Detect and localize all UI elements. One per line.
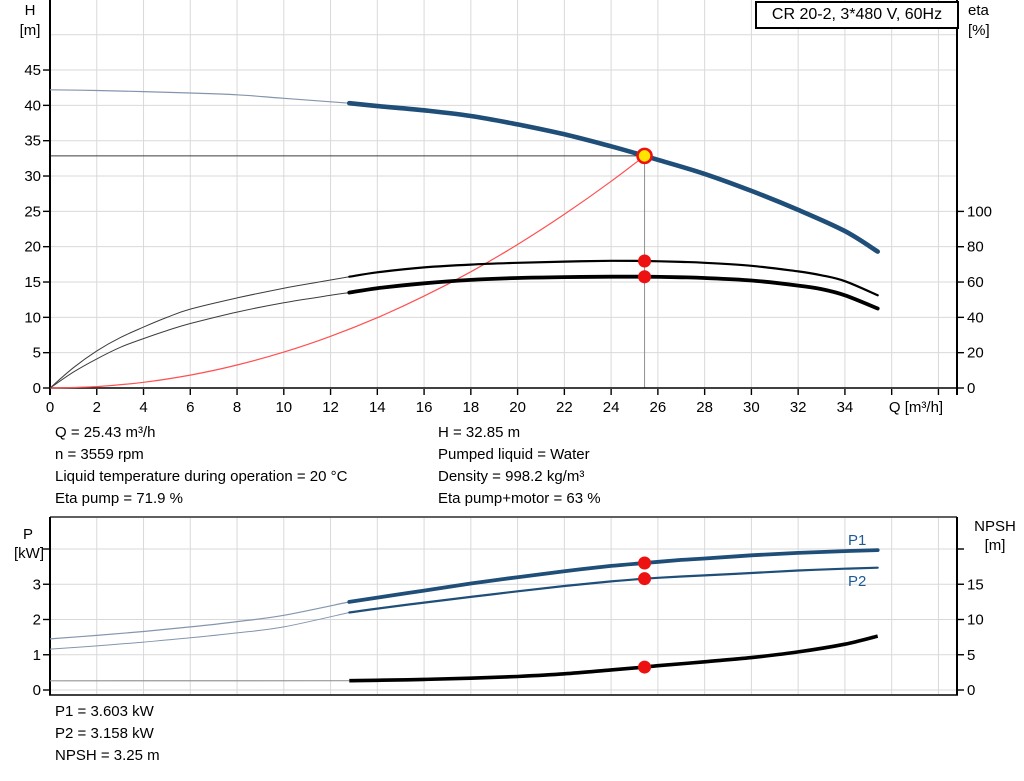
eta-tick-label: 40 [967, 309, 984, 326]
result-flow: Q = 25.43 m³/h [55, 424, 156, 441]
npsh-axis-unit: [m] [984, 537, 1006, 554]
top-x-tick-label: 22 [556, 399, 573, 416]
top-x-tick-label: 32 [790, 399, 807, 416]
pump_h-curve-thin [49, 89, 350, 104]
p2-curve [348, 566, 879, 614]
top-x-tick-label: 24 [603, 399, 620, 416]
top-x-tick-label: 28 [696, 399, 713, 416]
top-x-tick-label: 20 [509, 399, 526, 416]
p1-curve [347, 548, 880, 604]
top-x-tick-label: 30 [743, 399, 760, 416]
npsh-axis-title: NPSH [974, 518, 1016, 535]
h-tick-label: 20 [24, 239, 41, 256]
eta-pump-dot-marker [638, 254, 652, 268]
h-tick-label: 30 [24, 168, 41, 185]
system-curve [49, 155, 645, 389]
p2-dot-marker [638, 572, 652, 586]
top-x-tick-label: 8 [233, 399, 241, 416]
duty-point-marker [636, 147, 653, 165]
top-x-tick-label: 18 [462, 399, 479, 416]
p-axis-title: P [22, 526, 33, 543]
h-tick-label: 35 [24, 133, 41, 150]
p-tick-label: 0 [33, 682, 41, 699]
eta-tick-label: 60 [967, 274, 984, 291]
h-tick-label: 15 [24, 274, 41, 291]
eta_pump_motor-curve-thin [49, 292, 350, 389]
npsh-curve [349, 634, 879, 683]
eta-tick-label: 0 [967, 380, 975, 397]
result-eta-pump-motor: Eta pump+motor = 63 % [438, 490, 601, 507]
result-speed: n = 3559 rpm [55, 446, 144, 463]
top-x-tick-label: 12 [322, 399, 339, 416]
result-eta-pump: Eta pump = 71.9 % [55, 490, 183, 507]
eta-tick-label: 100 [967, 203, 992, 220]
top-x-tick-label: 26 [650, 399, 667, 416]
eta-axis-title: eta [968, 2, 989, 19]
top-x-tick-label: 14 [369, 399, 386, 416]
q-axis-label: Q [m³/h] [888, 399, 944, 416]
h-tick-label: 0 [33, 380, 41, 397]
pump_h-curve [347, 100, 880, 254]
top-x-tick-label: 0 [46, 399, 54, 416]
p1-curve-thin [49, 601, 350, 640]
top-x-tick-label: 16 [416, 399, 433, 416]
top-x-tick-label: 2 [93, 399, 101, 416]
h-axis-unit: [m] [19, 22, 41, 39]
p-axis-unit: [kW] [14, 545, 44, 562]
eta-pump-motor-dot-marker [638, 270, 652, 284]
h-tick-label: 40 [24, 97, 41, 114]
p2-curve-thin [49, 612, 350, 650]
npsh-dot-marker [638, 660, 652, 674]
p-tick-label: 2 [33, 612, 41, 629]
eta_pump-curve-thin [49, 276, 350, 389]
npsh-tick-label: 10 [967, 612, 984, 629]
result-p1: P1 = 3.603 kW [55, 703, 154, 720]
h-tick-label: 45 [24, 62, 41, 79]
p-tick-label: 1 [33, 647, 41, 664]
h-tick-label: 25 [24, 203, 41, 220]
p2-curve-label: P2 [848, 573, 867, 590]
result-density: Density = 998.2 kg/m³ [438, 468, 585, 485]
result-liquid-temp: Liquid temperature during operation = 20… [55, 468, 348, 485]
npsh-tick-label: 0 [967, 682, 975, 699]
p-tick-label: 3 [33, 576, 41, 593]
eta-tick-label: 80 [967, 239, 984, 256]
h-tick-label: 5 [33, 345, 41, 362]
result-pumped-liquid: Pumped liquid = Water [438, 446, 590, 463]
p1-curve-label: P1 [848, 532, 867, 549]
result-npsh: NPSH = 3.25 m [55, 747, 160, 764]
h-tick-label: 10 [24, 309, 41, 326]
eta-axis-unit: [%] [968, 22, 990, 39]
npsh-tick-label: 5 [967, 647, 975, 664]
h-axis-title: H [24, 2, 36, 19]
top-x-tick-label: 6 [186, 399, 194, 416]
eta-tick-label: 20 [967, 345, 984, 362]
npsh-tick-label: 15 [967, 576, 984, 593]
result-p2: P2 = 3.158 kW [55, 725, 154, 742]
p1-dot-marker [638, 556, 652, 570]
top-x-tick-label: 10 [275, 399, 292, 416]
result-head: H = 32.85 m [438, 424, 521, 441]
top-x-tick-label: 4 [139, 399, 147, 416]
pump-model-legend: CR 20-2, 3*480 V, 60Hz [755, 1, 959, 29]
top-x-tick-label: 34 [837, 399, 854, 416]
